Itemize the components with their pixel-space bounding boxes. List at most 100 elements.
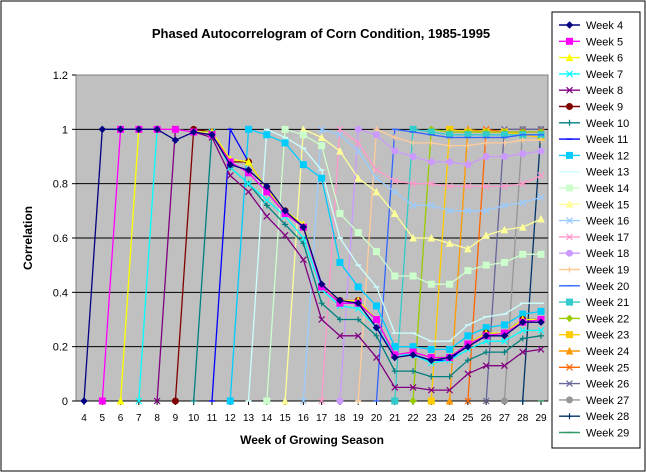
x-tick-label-1: 5 [99, 413, 105, 424]
legend-label-12: Week 15 [586, 199, 629, 211]
series-1-point-5 [171, 136, 180, 144]
series-11-point-24 [519, 250, 527, 258]
series-1-point-23 [500, 332, 509, 340]
legend-item-2: Week 5 [559, 36, 623, 48]
legend-marker-16 [566, 266, 573, 273]
series-1-point-7 [208, 131, 216, 139]
series-12-point-19 [427, 233, 436, 242]
legend-item-26: Week 29 [559, 428, 629, 440]
series-13-point-12 [299, 397, 307, 405]
series-14-point-20 [446, 182, 454, 190]
legend-label-24: Week 27 [586, 395, 629, 407]
legend-label-5: Week 8 [586, 85, 623, 97]
series-line-7 [193, 129, 542, 402]
series-7-point-17 [391, 368, 398, 375]
legend-label-2: Week 5 [586, 36, 623, 48]
x-tick-label-20: 24 [444, 413, 456, 424]
series-16-point-22 [483, 139, 490, 146]
legend-label-18: Week 21 [586, 297, 629, 309]
series-9-point-14 [336, 258, 344, 266]
legend-item-23: Week 26 [559, 379, 629, 391]
series-11-point-25 [537, 250, 545, 258]
legend-marker-11 [566, 184, 573, 192]
series-4-point-3 [135, 397, 143, 405]
y-axis-label: Correlation [21, 206, 35, 270]
x-tick-label-4: 8 [154, 413, 160, 424]
x-tick-label-13: 17 [316, 413, 328, 424]
series-16-point-17 [391, 134, 398, 141]
series-5-point-11 [281, 231, 289, 239]
series-9-point-21 [464, 332, 472, 340]
series-2-point-1 [98, 397, 106, 405]
y-tick-label-0: 0 [62, 396, 68, 408]
series-11 [263, 125, 545, 405]
series-7-point-19 [428, 373, 435, 380]
series-7-point-24 [519, 335, 526, 342]
series-9-point-23 [500, 321, 508, 329]
legend-label-20: Week 23 [586, 330, 629, 342]
series-1-point-20 [445, 353, 454, 362]
series-4-point-9 [245, 180, 252, 188]
legend-item-17: Week 20 [559, 281, 629, 293]
series-5-point-19 [427, 386, 435, 394]
series-22-point-21 [464, 397, 472, 405]
series-15-point-16 [372, 131, 380, 139]
legend-marker-13 [566, 217, 573, 225]
series-7-point-18 [410, 368, 417, 375]
x-tick-label-6: 10 [188, 413, 200, 424]
series-1-point-15 [354, 299, 362, 307]
series-15-point-19 [427, 158, 435, 166]
series-5-point-23 [501, 362, 508, 370]
legend-label-11: Week 14 [586, 183, 629, 195]
legend-item-4: Week 7 [559, 69, 623, 81]
series-9 [226, 125, 545, 405]
y-axis: 0 0.2 0.4 0.6 0.8 1 1.2 [53, 70, 76, 408]
series-4-point-24 [519, 326, 527, 334]
series-11-point-23 [500, 258, 508, 266]
series-1-point-16 [372, 323, 381, 332]
legend-label-7: Week 10 [586, 118, 629, 130]
series-1-point-11 [281, 207, 289, 215]
series-9-point-17 [391, 343, 399, 351]
series-1-point-3 [135, 125, 143, 134]
series-1-point-1 [98, 125, 106, 134]
series-1-point-2 [116, 125, 125, 134]
series-9-point-13 [318, 174, 326, 182]
series-13-point-20 [446, 207, 454, 215]
x-tick-label-17: 21 [389, 413, 401, 424]
series-2-point-5 [171, 125, 179, 133]
series-14-point-13 [318, 397, 326, 405]
legend-item-16: Week 19 [559, 265, 629, 277]
series-15-point-15 [354, 125, 362, 133]
legend-item-21: Week 24 [559, 346, 629, 358]
y-tick-label-4: 0.8 [53, 179, 68, 191]
series-5-point-10 [263, 212, 271, 220]
series-12-point-21 [464, 244, 472, 253]
legend-marker-15 [566, 249, 573, 257]
series-1 [80, 125, 545, 405]
legend-item-24: Week 27 [559, 395, 629, 407]
series-7-point-20 [446, 373, 453, 380]
series-16-point-15 [355, 398, 362, 404]
x-tick-label-8: 12 [225, 413, 237, 424]
legend-marker-19 [565, 314, 574, 323]
series-14-point-18 [409, 180, 417, 188]
series-5-point-18 [409, 383, 417, 391]
series-lines [80, 125, 545, 405]
series-11-point-16 [372, 248, 380, 256]
legend-label-6: Week 9 [586, 102, 623, 114]
series-16-point-20 [446, 142, 453, 149]
series-9-point-25 [537, 307, 545, 315]
series-13-point-25 [537, 193, 545, 201]
series-4-point-23 [501, 337, 508, 345]
series-12-point-24 [518, 223, 527, 231]
series-2-point-16 [372, 316, 380, 323]
legend-item-8: Week 11 [559, 134, 628, 146]
legend-item-3: Week 6 [559, 53, 623, 65]
series-7-point-23 [501, 349, 508, 356]
series-14-point-22 [482, 182, 490, 190]
legend-label-19: Week 22 [586, 313, 629, 325]
series-14-point-21 [464, 182, 472, 190]
